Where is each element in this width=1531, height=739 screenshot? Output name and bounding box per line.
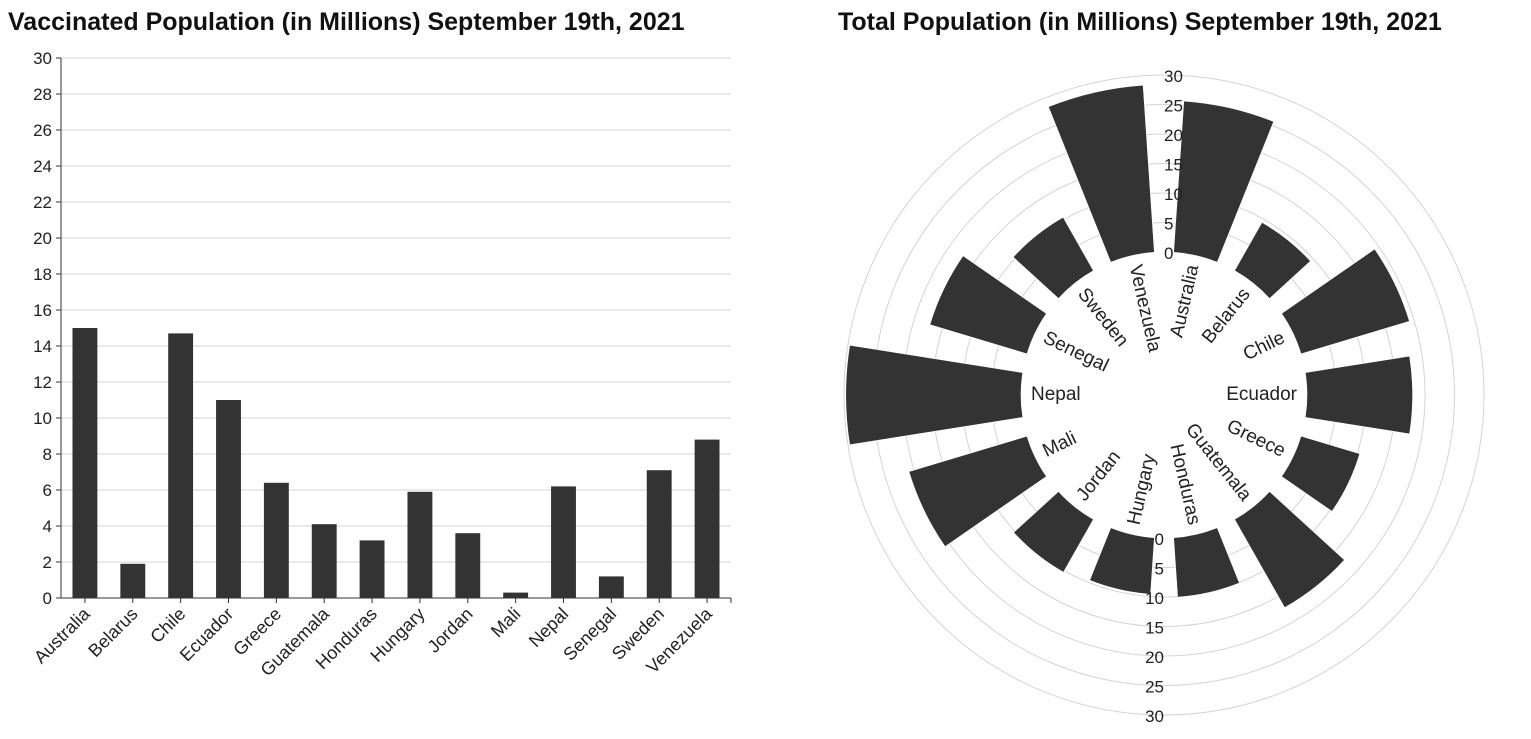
x-tick-label: Jordan	[424, 604, 477, 657]
bar-senegal	[598, 576, 624, 598]
radial-category-label: Honduras	[1165, 442, 1204, 527]
bar-jordan	[455, 533, 481, 598]
bar-chart-title: Vaccinated Population (in Millions) Sept…	[8, 8, 685, 36]
bar-belarus	[120, 563, 146, 598]
y-tick-label: 10	[33, 409, 52, 428]
radial-tick-label-bottom: 30	[1145, 707, 1164, 726]
radial-category-label: Chile	[1240, 327, 1288, 365]
bar-honduras	[359, 540, 385, 598]
radial-bars	[845, 84, 1413, 609]
radial-bar-jordan	[1013, 491, 1094, 573]
radial-bar-greece	[1281, 435, 1361, 512]
radial-category-label: Venezuela	[1125, 263, 1165, 355]
y-tick-label: 18	[33, 265, 52, 284]
bar-venezuela	[694, 439, 720, 598]
bar-gridlines	[61, 57, 731, 599]
radial-tick-label-bottom: 15	[1145, 619, 1164, 638]
radial-bar-nepal	[845, 344, 1024, 446]
population-radial-chart: AustraliaBelarusChileEcuadorGreeceGuatem…	[843, 67, 1485, 726]
bar-nepal	[551, 486, 576, 598]
radial-tick-label-bottom: 5	[1155, 560, 1164, 579]
x-tick-label: Chile	[146, 604, 189, 647]
y-tick-label: 4	[43, 517, 52, 536]
radial-tick-label-top: 30	[1164, 67, 1183, 86]
radial-bar-venezuela	[1047, 84, 1155, 263]
radial-category-label: Australia	[1166, 262, 1203, 339]
radial-tick-label-top: 10	[1164, 185, 1183, 204]
bar-sweden	[646, 470, 672, 598]
radial-category-label: Ecuador	[1226, 384, 1297, 405]
radial-bar-belarus	[1234, 221, 1311, 299]
radial-tick-label-bottom: 10	[1145, 589, 1164, 608]
radial-tick-label-top: 0	[1164, 244, 1173, 263]
radial-category-label: Sweden	[1073, 284, 1132, 351]
radial-bar-hungary	[1089, 527, 1155, 595]
radial-tick-label-bottom: 0	[1155, 530, 1164, 549]
radial-tick-label-top: 20	[1164, 126, 1183, 145]
y-tick-label: 24	[33, 157, 52, 176]
radial-bar-chile	[1281, 248, 1410, 355]
radial-bar-mali	[908, 435, 1047, 548]
radial-category-label: Nepal	[1031, 384, 1081, 405]
y-tick-label: 2	[43, 553, 52, 572]
radial-category-label: Jordan	[1072, 447, 1125, 506]
y-tick-label: 30	[33, 49, 52, 68]
radial-bar-sweden	[1012, 216, 1094, 299]
x-tick-label: Australia	[30, 603, 94, 667]
radial-bar-guatemala	[1234, 491, 1345, 609]
radial-tick-label-bottom: 25	[1145, 678, 1164, 697]
bar-hungary	[407, 491, 433, 598]
radial-category-label: Hungary	[1124, 452, 1161, 527]
x-tick-label: Mali	[487, 604, 524, 641]
bar-ecuador	[216, 400, 241, 598]
y-tick-label: 26	[33, 121, 52, 140]
radial-bar-honduras	[1173, 527, 1240, 598]
y-tick-label: 14	[33, 337, 52, 356]
radial-bar-senegal	[929, 255, 1047, 355]
y-tick-label: 6	[43, 481, 52, 500]
radial-tick-label-bottom: 20	[1145, 648, 1164, 667]
x-tick-label: Ecuador	[176, 604, 238, 666]
radial-tick-label-top: 5	[1164, 215, 1173, 234]
y-tick-label: 16	[33, 301, 52, 320]
radial-axis-ticks: 0 0 5 5 10 10 15 15 20 20 25 25 30 30	[1145, 67, 1183, 726]
x-tick-label: Belarus	[84, 604, 141, 661]
bar-guatemala	[311, 524, 337, 598]
radial-chart-title: Total Population (in Millions) September…	[838, 8, 1442, 36]
x-tick-label: Senegal	[559, 604, 620, 665]
y-tick-label: 28	[33, 85, 52, 104]
radial-category-label: Senegal	[1040, 327, 1112, 376]
bar-mali	[503, 592, 529, 598]
radial-category-label: Belarus	[1198, 284, 1255, 347]
y-tick-label: 20	[33, 229, 52, 248]
radial-category-labels: AustraliaBelarusChileEcuadorGreeceGuatem…	[1031, 262, 1298, 526]
radial-tick-label-top: 25	[1164, 97, 1183, 116]
bar-series	[72, 328, 720, 598]
radial-tick-label-top: 15	[1164, 156, 1183, 175]
y-tick-label: 22	[33, 193, 52, 212]
y-tick-label: 12	[33, 373, 52, 392]
bar-chile	[168, 333, 194, 598]
radial-bar-ecuador	[1304, 355, 1413, 435]
radial-category-label: Greece	[1223, 416, 1288, 462]
y-tick-label: 0	[43, 589, 52, 608]
bar-australia	[72, 328, 98, 598]
radial-bar-australia	[1173, 100, 1275, 263]
radial-category-label: Mali	[1039, 428, 1080, 462]
bar-greece	[263, 482, 289, 598]
radial-ring	[843, 74, 1485, 716]
y-tick-label: 8	[43, 445, 52, 464]
